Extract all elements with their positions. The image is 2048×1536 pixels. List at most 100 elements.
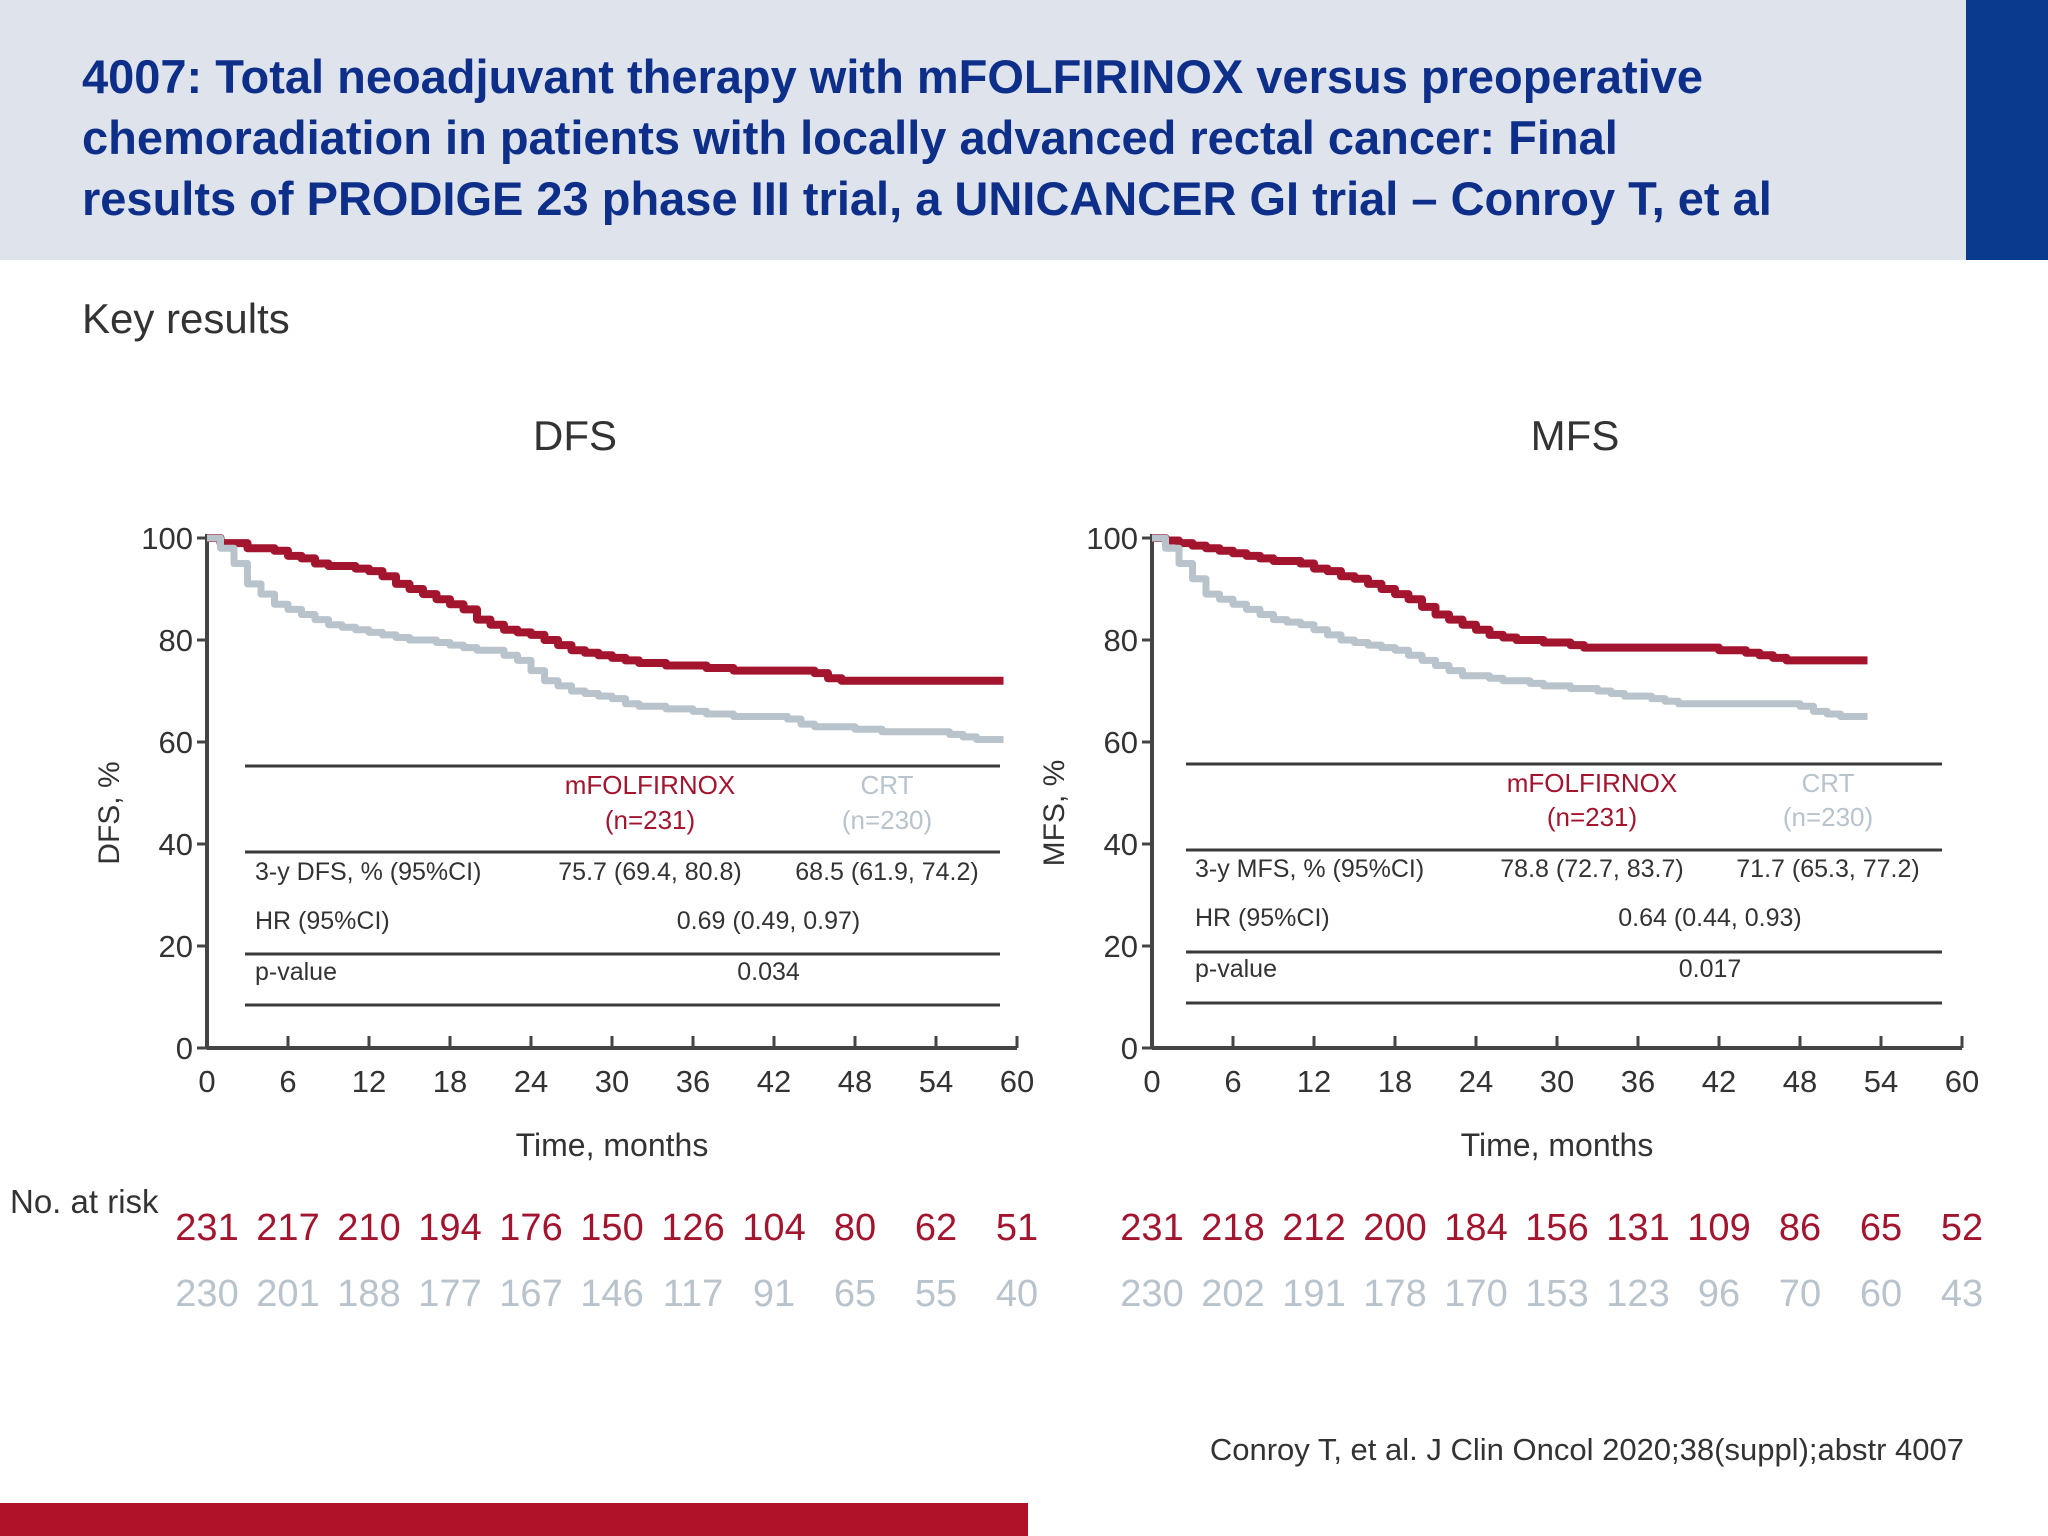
dfs-x-tick-label: 24 — [514, 1064, 548, 1099]
header-banner — [0, 0, 1966, 260]
dfs-risk-mfolfirinox: 51 — [996, 1207, 1038, 1249]
mfs-table-col2-n: (n=230) — [1783, 802, 1873, 832]
dfs-series-mfolfirinox-line — [207, 534, 1004, 685]
mfs-y-tick-label: 40 — [1104, 827, 1138, 862]
dfs-y-tick-label: 100 — [141, 521, 193, 556]
dfs-y-tick-label: 40 — [159, 827, 193, 862]
dfs-risk-mfolfirinox: 194 — [418, 1207, 481, 1249]
dfs-risk-mfolfirinox: 126 — [661, 1207, 724, 1249]
mfs-risk-crt: 191 — [1282, 1273, 1345, 1315]
dfs-chart-title: DFS — [533, 412, 617, 459]
mfs-table-col1-n: (n=231) — [1547, 802, 1637, 832]
title-line-1: 4007: Total neoadjuvant therapy with mFO… — [82, 50, 1704, 103]
mfs-risk-crt: 70 — [1779, 1273, 1821, 1315]
title-line-2: chemoradiation in patients with locally … — [82, 111, 1618, 164]
dfs-risk-mfolfirinox: 104 — [742, 1207, 805, 1249]
dfs-risk-crt: 146 — [580, 1273, 643, 1315]
mfs-y-axis-label: MFS, % — [1038, 760, 1071, 867]
dfs-table-col2-header: CRT — [861, 770, 914, 800]
mfs-table-row-value-crt: 71.7 (65.3, 77.2) — [1736, 855, 1919, 883]
dfs-risk-crt: 177 — [418, 1273, 481, 1315]
dfs-x-tick-label: 6 — [279, 1064, 296, 1099]
mfs-x-tick-label: 36 — [1621, 1064, 1655, 1099]
dfs-x-tick-label: 54 — [919, 1064, 953, 1099]
dfs-x-tick-label: 36 — [676, 1064, 710, 1099]
mfs-table-row-label: 3-y MFS, % (95%CI) — [1195, 855, 1424, 883]
mfs-table-row-label: HR (95%CI) — [1195, 904, 1330, 932]
dfs-risk-crt: 65 — [834, 1273, 876, 1315]
dfs-risk-mfolfirinox: 231 — [175, 1207, 238, 1249]
mfs-risk-mfolfirinox: 52 — [1941, 1207, 1983, 1249]
dfs-x-tick-label: 18 — [433, 1064, 467, 1099]
dfs-y-tick-label: 80 — [159, 623, 193, 658]
dfs-x-tick-label: 60 — [1000, 1064, 1034, 1099]
mfs-risk-mfolfirinox: 131 — [1606, 1207, 1669, 1249]
dfs-risk-mfolfirinox: 80 — [834, 1207, 876, 1249]
mfs-x-tick-label: 18 — [1378, 1064, 1412, 1099]
mfs-chart-title: MFS — [1531, 412, 1620, 459]
mfs-risk-mfolfirinox: 200 — [1363, 1207, 1426, 1249]
dfs-risk-mfolfirinox: 210 — [337, 1207, 400, 1249]
mfs-y-tick-label: 0 — [1121, 1031, 1138, 1066]
mfs-series-mfolfirinox-line — [1152, 534, 1868, 665]
dfs-series-crt-line — [207, 534, 1004, 743]
mfs-x-tick-label: 54 — [1864, 1064, 1898, 1099]
dfs-risk-crt: 167 — [499, 1273, 562, 1315]
mfs-table-row-label: p-value — [1195, 955, 1277, 983]
mfs-y-tick-label: 80 — [1104, 623, 1138, 658]
slide-title: 4007: Total neoadjuvant therapy with mFO… — [82, 46, 1942, 229]
mfs-x-tick-label: 12 — [1297, 1064, 1331, 1099]
mfs-risk-mfolfirinox: 156 — [1525, 1207, 1588, 1249]
dfs-table-col1-n: (n=231) — [605, 805, 695, 835]
dfs-risk-mfolfirinox: 62 — [915, 1207, 957, 1249]
risk-table-label: No. at risk — [10, 1183, 159, 1220]
footer-bar — [0, 1503, 1028, 1536]
dfs-y-tick-label: 0 — [176, 1031, 193, 1066]
mfs-risk-crt: 202 — [1201, 1273, 1264, 1315]
mfs-risk-mfolfirinox: 86 — [1779, 1207, 1821, 1249]
mfs-x-tick-label: 6 — [1224, 1064, 1241, 1099]
dfs-y-tick-label: 60 — [159, 725, 193, 760]
dfs-x-tick-label: 0 — [198, 1064, 215, 1099]
dfs-risk-crt: 230 — [175, 1273, 238, 1315]
mfs-x-tick-label: 60 — [1945, 1064, 1979, 1099]
mfs-risk-crt: 170 — [1444, 1273, 1507, 1315]
dfs-table-row-value-crt: 68.5 (61.9, 74.2) — [795, 858, 978, 886]
mfs-table-row-value: 0.64 (0.44, 0.93) — [1618, 904, 1801, 932]
mfs-x-tick-label: 24 — [1459, 1064, 1493, 1099]
dfs-risk-mfolfirinox: 150 — [580, 1207, 643, 1249]
dfs-x-tick-label: 42 — [757, 1064, 791, 1099]
dfs-x-tick-label: 48 — [838, 1064, 872, 1099]
dfs-y-tick-label: 20 — [159, 929, 193, 964]
mfs-x-tick-label: 0 — [1143, 1064, 1160, 1099]
section-subtitle: Key results — [82, 295, 290, 342]
dfs-table-col1-header: mFOLFIRNOX — [565, 770, 735, 800]
dfs-table-row-label: p-value — [255, 958, 337, 986]
citation: Conroy T, et al. J Clin Oncol 2020;38(su… — [1209, 1432, 1964, 1467]
mfs-risk-mfolfirinox: 218 — [1201, 1207, 1264, 1249]
mfs-y-tick-label: 60 — [1104, 725, 1138, 760]
dfs-risk-mfolfirinox: 176 — [499, 1207, 562, 1249]
mfs-risk-mfolfirinox: 184 — [1444, 1207, 1507, 1249]
mfs-risk-crt: 96 — [1698, 1273, 1740, 1315]
dfs-table-row-value-mfolfirinox: 75.7 (69.4, 80.8) — [558, 858, 741, 886]
dfs-risk-crt: 55 — [915, 1273, 957, 1315]
mfs-x-tick-label: 48 — [1783, 1064, 1817, 1099]
dfs-x-tick-label: 12 — [352, 1064, 386, 1099]
dfs-risk-crt: 40 — [996, 1273, 1038, 1315]
dfs-table-col2-n: (n=230) — [842, 805, 932, 835]
dfs-y-axis-label: DFS, % — [93, 761, 126, 864]
dfs-risk-crt: 91 — [753, 1273, 795, 1315]
mfs-table-col2-header: CRT — [1802, 768, 1855, 798]
mfs-x-tick-label: 30 — [1540, 1064, 1574, 1099]
mfs-risk-crt: 230 — [1120, 1273, 1183, 1315]
dfs-table-row-label: HR (95%CI) — [255, 907, 390, 935]
mfs-y-tick-label: 20 — [1104, 929, 1138, 964]
mfs-table-row-value: 0.017 — [1679, 955, 1742, 983]
mfs-table-col1-header: mFOLFIRNOX — [1507, 768, 1677, 798]
title-line-3: results of PRODIGE 23 phase III trial, a… — [82, 172, 1772, 225]
mfs-risk-crt: 60 — [1860, 1273, 1902, 1315]
dfs-risk-crt: 201 — [256, 1273, 319, 1315]
dfs-risk-mfolfirinox: 217 — [256, 1207, 319, 1249]
